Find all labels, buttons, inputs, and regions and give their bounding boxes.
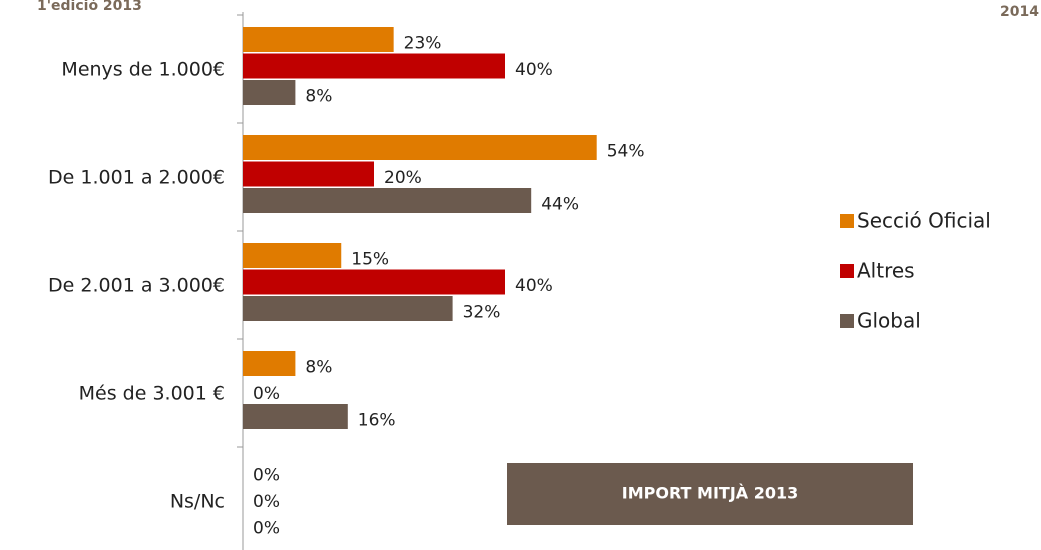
- legend-swatch: [840, 314, 854, 328]
- bar: [243, 161, 374, 187]
- value-label: 0%: [253, 466, 280, 486]
- value-label: 23%: [404, 34, 442, 54]
- bar: [243, 27, 394, 52]
- header-right: 2014: [1000, 4, 1039, 20]
- legend-label: Global: [857, 309, 921, 333]
- bar: [243, 404, 348, 429]
- legend-label: Secció Oficial: [857, 209, 991, 233]
- legend-label: Altres: [857, 259, 915, 283]
- value-label: 44%: [541, 195, 579, 215]
- value-label: 32%: [463, 303, 501, 323]
- legend-swatch: [840, 264, 854, 278]
- value-label: 0%: [253, 519, 280, 539]
- bar: [243, 296, 453, 321]
- bar: [243, 53, 505, 79]
- value-label: 40%: [515, 276, 553, 296]
- info-box-title: IMPORT MITJÀ 2013: [622, 484, 799, 503]
- category-label: Menys de 1.000€: [61, 59, 225, 81]
- value-label: 15%: [351, 250, 389, 270]
- value-label: 20%: [384, 168, 422, 188]
- header-left: 1'edició 2013: [37, 0, 142, 14]
- value-label: 8%: [305, 87, 332, 107]
- bar: [243, 269, 505, 295]
- value-label: 54%: [607, 142, 645, 162]
- category-label: Ns/Nc: [170, 491, 225, 513]
- bar: [243, 80, 296, 105]
- info-box: [507, 463, 913, 525]
- bar: [243, 135, 597, 160]
- bar: [243, 351, 296, 376]
- legend-swatch: [840, 214, 854, 228]
- value-label: 16%: [358, 411, 396, 431]
- category-label: De 1.001 a 2.000€: [48, 167, 225, 189]
- value-label: 8%: [305, 358, 332, 378]
- bar: [243, 188, 532, 213]
- bar: [243, 243, 342, 268]
- category-label: Més de 3.001 €: [79, 383, 225, 405]
- value-label: 0%: [253, 384, 280, 404]
- category-label: De 2.001 a 3.000€: [48, 275, 225, 297]
- value-label: 0%: [253, 492, 280, 512]
- value-label: 40%: [515, 60, 553, 80]
